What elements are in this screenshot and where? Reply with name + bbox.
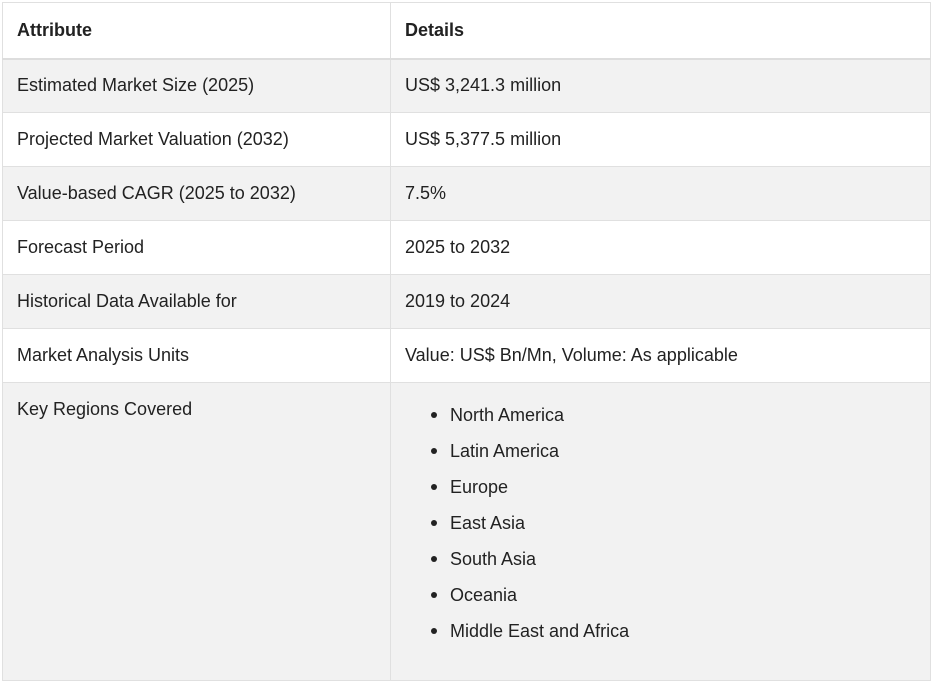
bullet-icon bbox=[431, 628, 437, 634]
details-cell: 7.5% bbox=[390, 166, 931, 221]
region-label: East Asia bbox=[450, 513, 526, 533]
region-label: Europe bbox=[450, 477, 509, 497]
attribute-cell: Historical Data Available for bbox=[2, 274, 391, 329]
attribute-cell: Key Regions Covered bbox=[2, 382, 391, 681]
attribute-cell: Value-based CAGR (2025 to 2032) bbox=[2, 166, 391, 221]
details-cell: 2025 to 2032 bbox=[390, 220, 931, 275]
region-label: Latin America bbox=[450, 441, 560, 461]
attribute-cell: Estimated Market Size (2025) bbox=[2, 58, 391, 113]
list-item: Latin America bbox=[431, 433, 916, 469]
attribute-cell: Forecast Period bbox=[2, 220, 391, 275]
attribute-cell: Projected Market Valuation (2032) bbox=[2, 112, 391, 167]
table-row-regions: Key Regions Covered North America Latin … bbox=[2, 382, 931, 681]
table-row: Historical Data Available for 2019 to 20… bbox=[2, 274, 931, 329]
details-cell: Value: US$ Bn/Mn, Volume: As applicable bbox=[390, 328, 931, 383]
header-details: Details bbox=[390, 2, 931, 60]
regions-list: North America Latin America Europe East … bbox=[405, 397, 916, 649]
regions-cell: North America Latin America Europe East … bbox=[390, 382, 931, 681]
list-item: Europe bbox=[431, 469, 916, 505]
details-cell: US$ 3,241.3 million bbox=[390, 58, 931, 113]
table-row: Projected Market Valuation (2032) US$ 5,… bbox=[2, 112, 931, 167]
list-item: South Asia bbox=[431, 541, 916, 577]
bullet-icon bbox=[431, 592, 437, 598]
table-row: Forecast Period 2025 to 2032 bbox=[2, 220, 931, 275]
region-label: Oceania bbox=[450, 585, 518, 605]
table-header-row: Attribute Details bbox=[2, 2, 931, 60]
bullet-icon bbox=[431, 520, 437, 526]
header-attribute: Attribute bbox=[2, 2, 391, 60]
list-item: Middle East and Africa bbox=[431, 613, 916, 649]
table-row: Market Analysis Units Value: US$ Bn/Mn, … bbox=[2, 328, 931, 383]
region-label: Middle East and Africa bbox=[450, 621, 630, 641]
list-item: East Asia bbox=[431, 505, 916, 541]
bullet-icon bbox=[431, 556, 437, 562]
table-row: Estimated Market Size (2025) US$ 3,241.3… bbox=[2, 58, 931, 113]
bullet-icon bbox=[431, 484, 437, 490]
bullet-icon bbox=[431, 412, 437, 418]
region-label: South Asia bbox=[450, 549, 537, 569]
list-item: Oceania bbox=[431, 577, 916, 613]
bullet-icon bbox=[431, 448, 437, 454]
details-cell: 2019 to 2024 bbox=[390, 274, 931, 329]
table-row: Value-based CAGR (2025 to 2032) 7.5% bbox=[2, 166, 931, 221]
details-cell: US$ 5,377.5 million bbox=[390, 112, 931, 167]
region-label: North America bbox=[450, 405, 565, 425]
attribute-cell: Market Analysis Units bbox=[2, 328, 391, 383]
list-item: North America bbox=[431, 397, 916, 433]
